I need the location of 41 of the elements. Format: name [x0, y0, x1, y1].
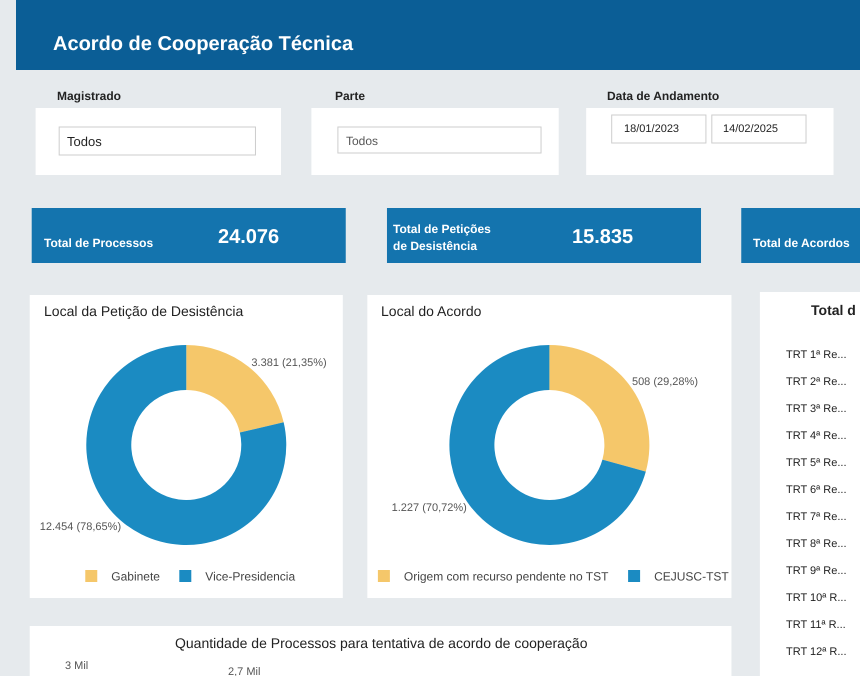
- text: TRT 7ª Re...: [786, 511, 847, 523]
- text: 18/01/2023: [624, 123, 680, 135]
- text: TRT 2ª Re...: [786, 376, 847, 388]
- text: Magistrado: [57, 89, 122, 103]
- text: TRT 11ª R...: [786, 619, 846, 631]
- text: TRT 5ª Re...: [786, 457, 847, 469]
- legend-label: CEJUSC-TST: [654, 570, 730, 584]
- data-label: 12.454 (78,65%): [40, 521, 122, 534]
- text: Acordo de Cooperação Técnica: [53, 33, 354, 55]
- text: Todos: [67, 134, 102, 149]
- text: TRT 8ª Re...: [786, 538, 847, 550]
- text: Parte: [335, 89, 366, 103]
- text: Todos: [346, 134, 378, 148]
- text: 15.835: [572, 226, 634, 248]
- text: TRT 10ª R...: [786, 592, 847, 604]
- legend-label: Vice-Presidencia: [205, 570, 296, 584]
- text: 14/02/2025: [723, 123, 778, 135]
- data-label: 3.381 (21,35%): [251, 356, 327, 369]
- text: TRT 4ª Re...: [786, 430, 847, 442]
- text: Total de Acordos: [753, 236, 850, 250]
- text: Total d: [811, 302, 856, 318]
- text: Total de Processos: [44, 236, 154, 250]
- data-label: 508 (29,28%): [632, 376, 698, 388]
- text: TRT 1ª Re...: [786, 349, 847, 361]
- text: TRT 12ª R...: [786, 646, 847, 658]
- donut-slice: [549, 345, 650, 472]
- text: Data de Andamento: [607, 89, 720, 103]
- text: Total de Petições: [393, 222, 492, 236]
- text: TRT 9ª Re...: [786, 565, 847, 577]
- chart-title: Local da Petição de Desistência: [44, 303, 244, 319]
- legend-label: Gabinete: [111, 570, 160, 584]
- text: TRT 6ª Re...: [786, 484, 847, 496]
- text: 24.076: [218, 226, 280, 248]
- donut-slice: [186, 345, 284, 432]
- text: 3 Mil: [65, 660, 88, 672]
- text: Quantidade de Processos para tentativa de acordo de cooperação: [175, 635, 588, 651]
- legend-label: Origem com recurso pendente no TST: [404, 570, 610, 584]
- text: de Desistência: [393, 239, 478, 253]
- text: TRT 3ª Re...: [786, 403, 847, 415]
- chart-title: Local do Acordo: [381, 303, 482, 319]
- data-label: 1.227 (70,72%): [392, 502, 467, 514]
